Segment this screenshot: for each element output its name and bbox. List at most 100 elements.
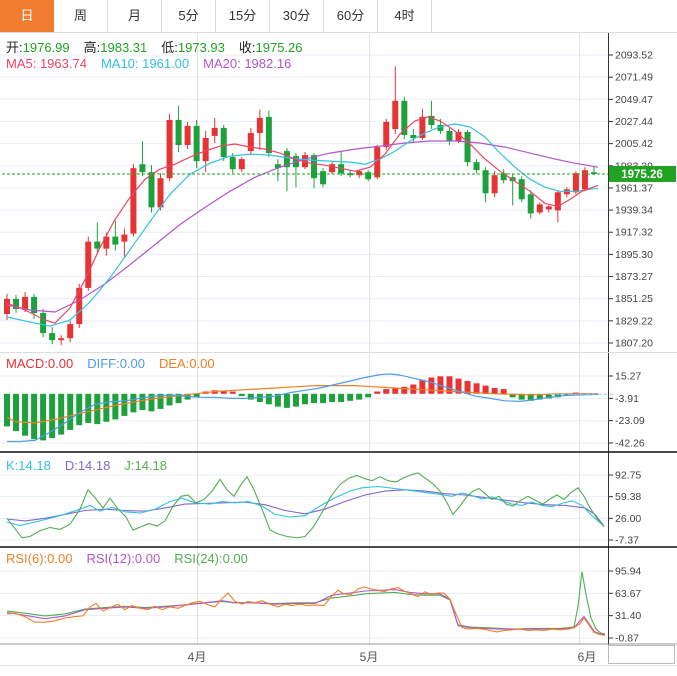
macd-bar (148, 393, 155, 412)
macd-panel[interactable]: 15.27 -3.91 -23.09 -42.26 (0, 353, 677, 453)
macd-bar (166, 393, 173, 406)
candle-body (220, 127, 227, 158)
candle-body (184, 125, 191, 145)
current-price-value: 1975.26 (621, 169, 663, 181)
candle-body (283, 151, 290, 168)
macd-bar (329, 393, 336, 402)
candle-body (139, 164, 146, 173)
candle-body (256, 117, 263, 133)
macd-bar (130, 393, 137, 413)
candle-body (437, 124, 444, 131)
tab-15min[interactable]: 15分 (216, 0, 270, 32)
axis-tick-label: 2071.49 (615, 72, 653, 84)
candle-body (94, 241, 101, 249)
macd-bar (401, 386, 408, 394)
legend-item: J:14.18 (124, 458, 168, 473)
candle-body (67, 324, 74, 339)
candle-body (572, 173, 579, 193)
macd-bar (491, 388, 498, 394)
macd-bar (374, 391, 381, 394)
macd-bar (121, 393, 128, 416)
ma10-line (6, 123, 599, 327)
macd-bar (509, 393, 516, 398)
k-line (6, 485, 605, 527)
kdj-panel[interactable]: 92.75 59.38 26.00 -7.37 (0, 453, 677, 548)
tab-60min[interactable]: 60分 (324, 0, 378, 32)
rsi-panel[interactable]: 95.94 63.67 31.40 -0.87 (0, 548, 677, 645)
axis-tick-label: 1895.30 (615, 249, 653, 261)
axis-tick-label: 95.94 (615, 566, 641, 578)
ohlc-item: 收:1975.26 (238, 40, 303, 55)
axis-tick-label: 1961.37 (615, 182, 653, 194)
candle-body (590, 172, 597, 174)
tab-day[interactable]: 日 (0, 0, 54, 32)
macd-bar (301, 393, 308, 405)
candle-body (121, 234, 128, 242)
axis-tick-label: 63.67 (615, 588, 641, 600)
macd-bar (40, 393, 47, 441)
macd-bar (500, 389, 507, 394)
legend-item: D:14.18 (64, 458, 111, 473)
macd-legend: MACD:0.00 DIFF:0.00 DEA:0.00 (6, 356, 229, 371)
macd-bar (193, 393, 200, 398)
dea-line (6, 385, 598, 424)
macd-bar (13, 393, 20, 432)
legend-item: DIFF:0.00 (87, 356, 145, 371)
macd-bar (338, 393, 345, 402)
macd-bar (455, 378, 462, 394)
candle-body (392, 100, 399, 129)
candle-body (320, 171, 327, 185)
legend-item: MA20: 1982.16 (203, 56, 292, 71)
tab-week[interactable]: 周 (54, 0, 108, 32)
candle-body (265, 116, 272, 154)
ohlc-item: 高:1983.31 (83, 40, 148, 55)
macd-bar (473, 383, 480, 394)
macd-bar (464, 381, 471, 394)
candle-body (401, 100, 408, 135)
macd-bar (347, 393, 354, 401)
candle-body (455, 132, 462, 142)
tab-month[interactable]: 月 (108, 0, 162, 32)
axis-tick-label: 92.75 (615, 470, 641, 482)
candle-body (527, 194, 534, 214)
candle-body (410, 135, 417, 138)
candle-body (4, 298, 10, 314)
legend-item: MA10: 1961.00 (100, 56, 190, 71)
macd-bar (518, 393, 525, 400)
main-price-chart[interactable]: 2093.522071.492049.472027.442005.421983.… (0, 33, 677, 353)
candle-body (229, 157, 236, 170)
candle-body (554, 192, 561, 211)
macd-bar (320, 393, 327, 404)
axis-tick-label: 1807.20 (615, 338, 653, 350)
rsi-legend: RSI(6):0.00 RSI(12):0.00 RSI(24):0.00 (6, 551, 262, 566)
macd-bar (139, 393, 146, 411)
candle-body (356, 171, 363, 176)
ma5-line (6, 116, 599, 324)
macd-bar (157, 393, 164, 409)
tab-4hour[interactable]: 4时 (378, 0, 432, 32)
macd-bar (265, 393, 272, 405)
axis-tick-label: -0.87 (615, 633, 639, 645)
candle-body (202, 138, 209, 162)
d-line (6, 489, 605, 527)
axis-tick-label: 1917.32 (615, 227, 653, 239)
candle-body (22, 296, 29, 309)
rsi24-line (6, 571, 606, 635)
macd-bar (365, 393, 372, 398)
tab-30min[interactable]: 30分 (270, 0, 324, 32)
axis-tick-label: -3.91 (615, 393, 639, 405)
candle-body (473, 162, 480, 171)
macd-bar (554, 393, 561, 398)
macd-bar (67, 393, 74, 430)
macd-bar (283, 393, 290, 408)
candle-body (329, 164, 336, 173)
candle-body (581, 170, 588, 190)
month-label: 6月 (577, 650, 597, 664)
axis-tick-label: -23.09 (615, 415, 645, 427)
candle-body (383, 121, 390, 147)
tab-5min[interactable]: 5分 (162, 0, 216, 32)
candle-body (103, 236, 110, 249)
axis-tick-label: 1939.34 (615, 205, 653, 217)
candle-body (545, 206, 552, 210)
macd-bar (175, 393, 182, 404)
